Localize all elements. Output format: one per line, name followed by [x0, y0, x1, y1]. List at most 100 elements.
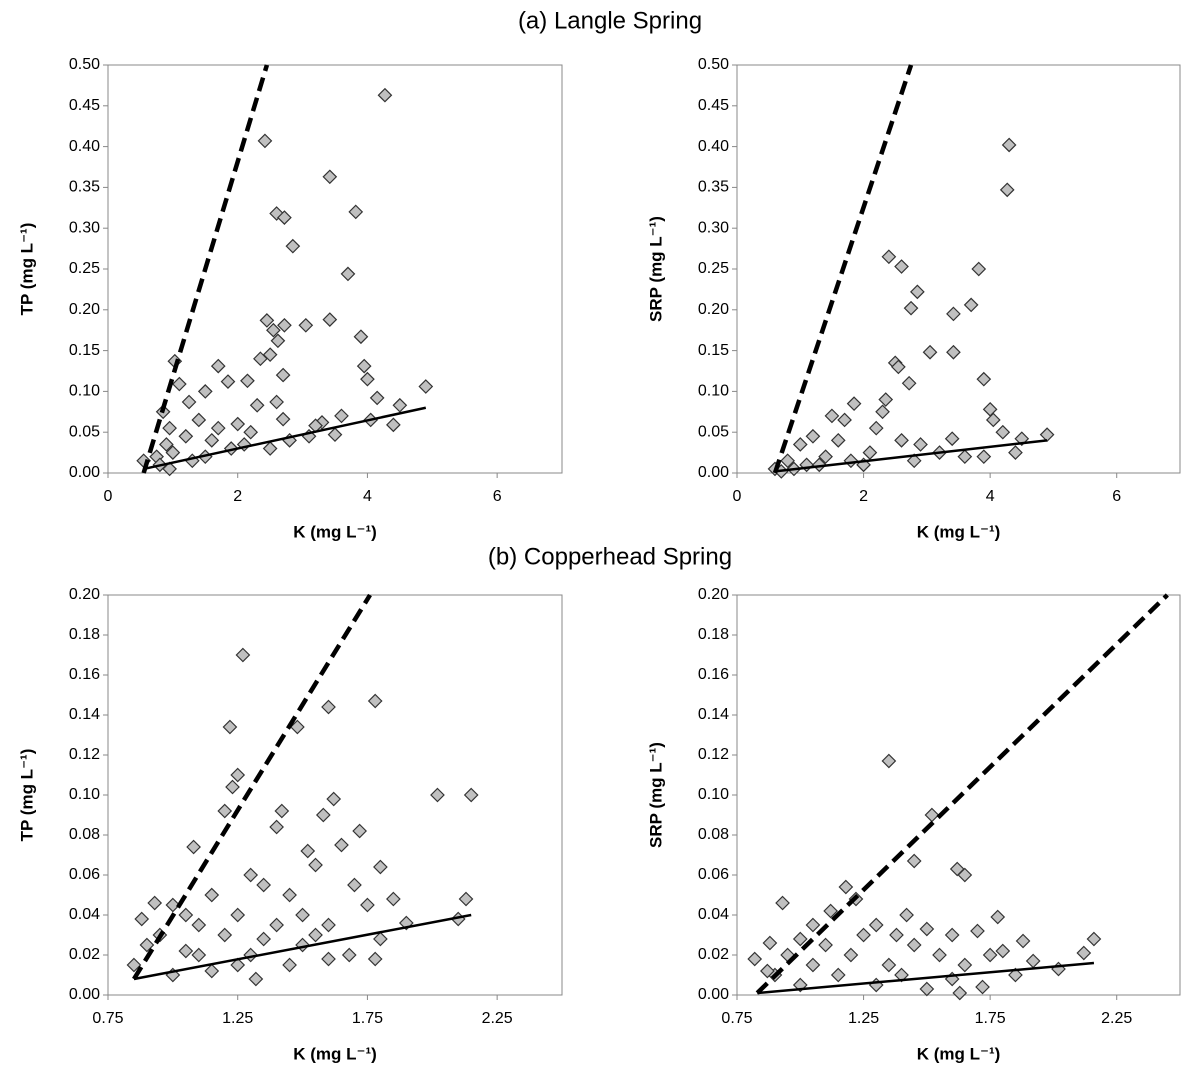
data-point: [805, 428, 821, 444]
data-point: [805, 917, 821, 933]
data-point: [256, 931, 272, 947]
data-point: [321, 699, 336, 715]
data-point: [1008, 967, 1023, 983]
data-point: [1001, 137, 1017, 153]
data-point: [868, 977, 884, 993]
data-point: [134, 911, 150, 927]
data-point: [946, 306, 961, 322]
data-point: [326, 791, 342, 807]
data-point: [990, 909, 1006, 925]
data-point: [210, 358, 226, 374]
data-point: [906, 853, 922, 869]
y-tick-label: 0.10: [69, 786, 100, 803]
dashed-line: [132, 593, 372, 981]
data-point: [367, 951, 383, 967]
data-point: [277, 317, 292, 333]
data-point: [957, 867, 973, 883]
data-point: [300, 843, 316, 859]
data-point: [191, 917, 207, 933]
data-point: [386, 417, 401, 433]
data-point: [275, 367, 291, 383]
y-tick-label: 0.30: [698, 219, 729, 236]
data-point: [367, 693, 383, 709]
data-point: [824, 408, 840, 424]
section-title: (a) Langle Spring: [518, 7, 702, 34]
y-tick-label: 0.20: [69, 301, 100, 318]
y-tick-label: 0.10: [698, 786, 729, 803]
data-point: [262, 347, 278, 363]
y-tick-label: 0.30: [69, 219, 100, 236]
y-tick-label: 0.00: [69, 464, 100, 481]
data-point: [269, 819, 284, 835]
x-tick-label: 6: [1112, 488, 1121, 505]
x-tick-label: 1.25: [222, 1010, 253, 1027]
data-point: [919, 921, 935, 937]
y-tick-label: 0.40: [698, 138, 729, 155]
y-tick-label: 0.14: [698, 706, 729, 723]
data-point: [792, 437, 808, 452]
data-point: [868, 917, 884, 933]
data-point: [792, 931, 808, 947]
y-tick-label: 0.20: [698, 301, 729, 318]
x-tick-label: 1.75: [352, 1010, 383, 1027]
data-point: [327, 427, 343, 442]
x-tick-label: 0: [733, 488, 742, 505]
data-point: [322, 169, 338, 185]
data-point: [178, 907, 194, 923]
data-point: [995, 943, 1011, 959]
data-point: [894, 967, 909, 983]
data-point: [235, 647, 251, 663]
y-tick-label: 0.50: [69, 56, 100, 73]
y-tick-label: 0.12: [698, 746, 729, 763]
data-point: [932, 947, 947, 963]
data-point: [204, 433, 220, 448]
data-point: [919, 981, 935, 997]
x-axis-label: K (mg L⁻¹): [293, 1044, 377, 1063]
data-point: [875, 404, 890, 420]
data-point: [210, 420, 226, 436]
data-point: [862, 445, 878, 460]
y-tick-label: 0.35: [69, 179, 100, 196]
x-tick-label: 4: [363, 488, 372, 505]
data-point: [352, 823, 367, 839]
data-point: [906, 937, 922, 953]
data-point: [830, 967, 846, 983]
data-point: [843, 947, 859, 963]
y-tick-label: 0.20: [698, 586, 729, 603]
x-axis-label: K (mg L⁻¹): [293, 522, 377, 541]
data-point: [846, 396, 862, 411]
x-axis-label: K (mg L⁻¹): [917, 522, 1001, 541]
data-point: [217, 927, 233, 943]
data-point: [889, 927, 904, 943]
data-point: [843, 453, 859, 469]
data-point: [347, 877, 362, 893]
y-tick-label: 0.20: [69, 586, 100, 603]
data-point: [230, 767, 246, 783]
data-point: [262, 441, 278, 456]
data-point: [901, 375, 917, 391]
data-point: [999, 182, 1015, 198]
data-point: [274, 803, 290, 819]
data-point: [348, 204, 364, 220]
y-tick-label: 0.00: [698, 464, 729, 481]
data-point: [944, 431, 960, 447]
data-point: [256, 877, 272, 893]
x-tick-label: 0.75: [721, 1010, 752, 1027]
x-tick-label: 2: [233, 488, 242, 505]
data-point: [186, 839, 201, 855]
data-point: [225, 779, 240, 795]
y-tick-label: 0.02: [698, 946, 729, 963]
x-tick-label: 2.25: [1101, 1010, 1132, 1027]
data-point: [266, 322, 281, 338]
data-point: [430, 787, 445, 803]
data-point: [269, 917, 284, 933]
data-point: [295, 907, 310, 923]
dashed-line: [772, 64, 914, 474]
data-point: [881, 957, 897, 973]
data-point: [126, 957, 142, 973]
data-point: [976, 449, 992, 465]
data-point: [957, 449, 973, 465]
y-tick-label: 0.05: [698, 423, 729, 440]
y-tick-label: 0.05: [69, 423, 100, 440]
data-point: [181, 394, 197, 410]
